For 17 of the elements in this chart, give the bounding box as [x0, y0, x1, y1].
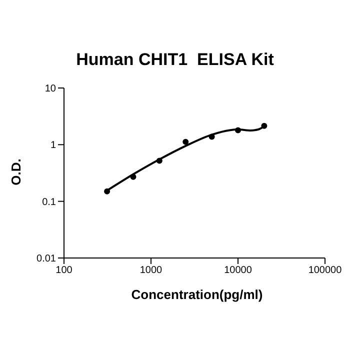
- y-axis-title: O.D.: [8, 158, 24, 186]
- point: [208, 134, 215, 140]
- y-tick-label: 0.01: [36, 254, 56, 265]
- x-tick-label: 100000: [308, 265, 342, 276]
- y-tick-label: 1: [50, 140, 56, 152]
- x-tick-label: 1000: [140, 265, 163, 276]
- x-axis-title: Concentration(pg/ml): [130, 287, 264, 302]
- point: [235, 127, 241, 134]
- x-tick-label: 100: [56, 265, 73, 276]
- point: [261, 122, 268, 129]
- x-tick-label: 10000: [224, 265, 252, 276]
- point: [156, 158, 162, 164]
- chart-title: Human CHIT1 ELISA Kit: [75, 50, 275, 70]
- y-tick-label: 10: [44, 84, 56, 95]
- y-tick-label: 0.1: [42, 196, 56, 208]
- point: [182, 138, 189, 145]
- point: [104, 188, 110, 194]
